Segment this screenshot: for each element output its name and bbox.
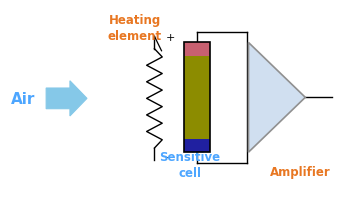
Bar [184, 43, 210, 152]
FancyArrow shape [46, 81, 87, 116]
Bar [184, 43, 210, 56]
Bar [184, 43, 210, 152]
Text: +: + [166, 33, 175, 43]
Bar [184, 139, 210, 152]
Text: Heating
element: Heating element [108, 14, 162, 43]
Text: Air: Air [11, 91, 35, 106]
Text: Amplifier: Amplifier [269, 165, 331, 178]
Text: Sensitive
cell: Sensitive cell [159, 150, 220, 179]
Text: −: − [166, 153, 175, 163]
Polygon shape [248, 43, 305, 152]
